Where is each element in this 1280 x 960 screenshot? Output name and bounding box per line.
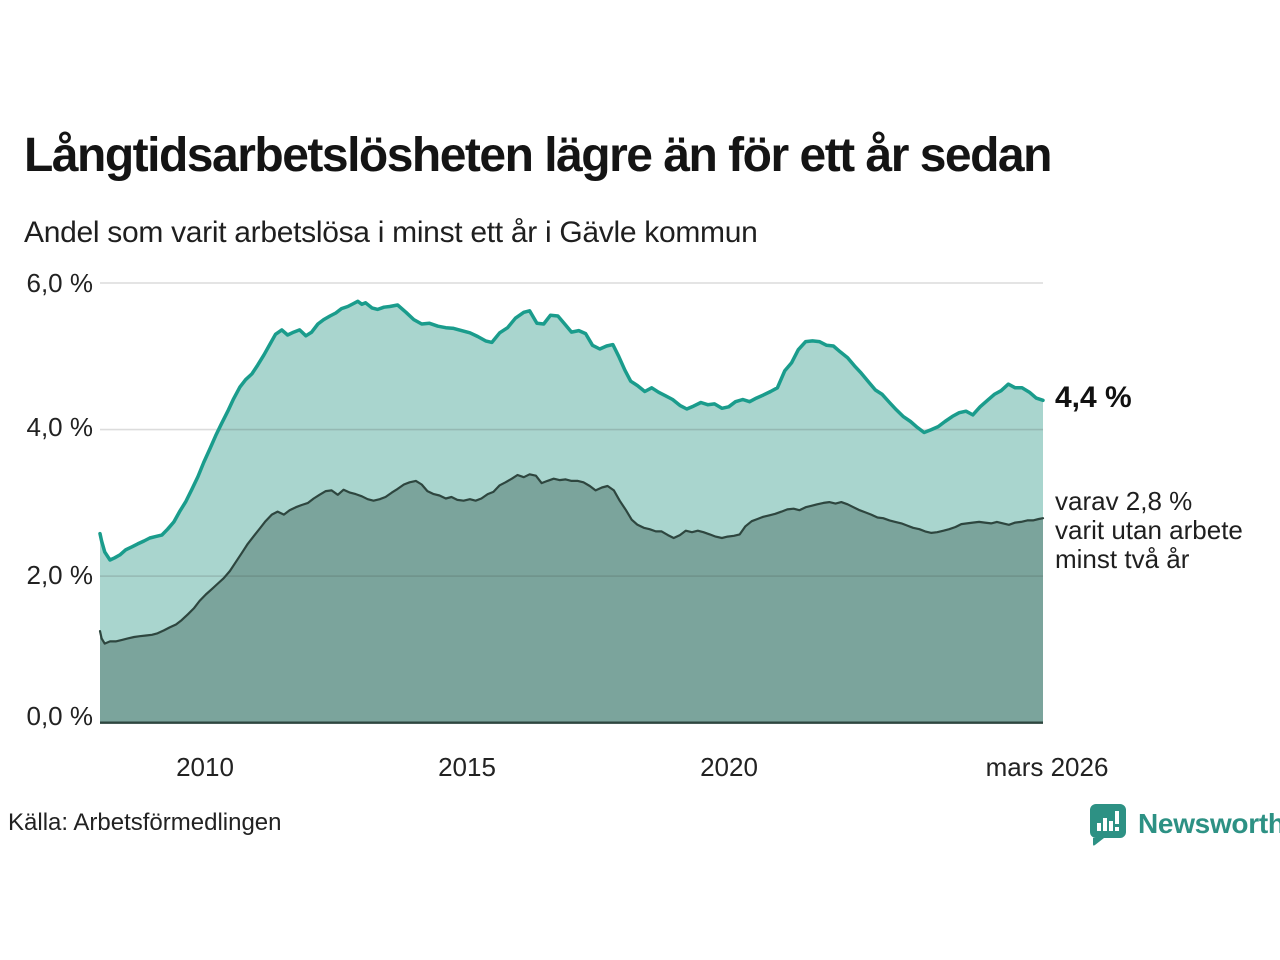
x-tick-label-2015: 2015 [438,752,496,782]
y-tick-label-2: 2,0 % [26,560,94,590]
newsworthy-wordmark: Newsworthy [1138,808,1280,839]
newsworthy-logo: Newsworthy [1088,802,1280,846]
latest-value-label: 4,4 % [1055,381,1132,414]
subset-annotation-line-2: varit utan arbete [1055,515,1243,545]
source-caption: Källa: Arbetsförmedlingen [8,809,282,836]
newsworthy-chart-bubble-icon [1090,804,1126,846]
y-tick-label-0: 0,0 % [26,701,94,731]
subset-annotation-line-3: minst två år [1055,544,1190,574]
series-subset-line [98,473,1045,645]
y-tick-label-4: 4,0 % [26,412,94,442]
chart-subtitle: Andel som varit arbetslösa i minst ett å… [24,216,758,249]
subset-annotation: varav 2,8 % varit utan arbete minst två … [1055,487,1243,574]
x-tick-label-2020: 2020 [700,752,758,782]
page-title: Långtidsarbetslösheten lägre än för ett … [24,129,1052,182]
series-total-line [98,299,1045,562]
series-subset-area [100,474,1043,723]
subset-annotation-line-1: varav 2,8 % [1055,486,1193,516]
x-tick-label-mars-2026: mars 2026 [985,752,1109,782]
x-tick-label-2010: 2010 [176,752,234,782]
y-tick-label-6: 6,0 % [26,268,94,298]
